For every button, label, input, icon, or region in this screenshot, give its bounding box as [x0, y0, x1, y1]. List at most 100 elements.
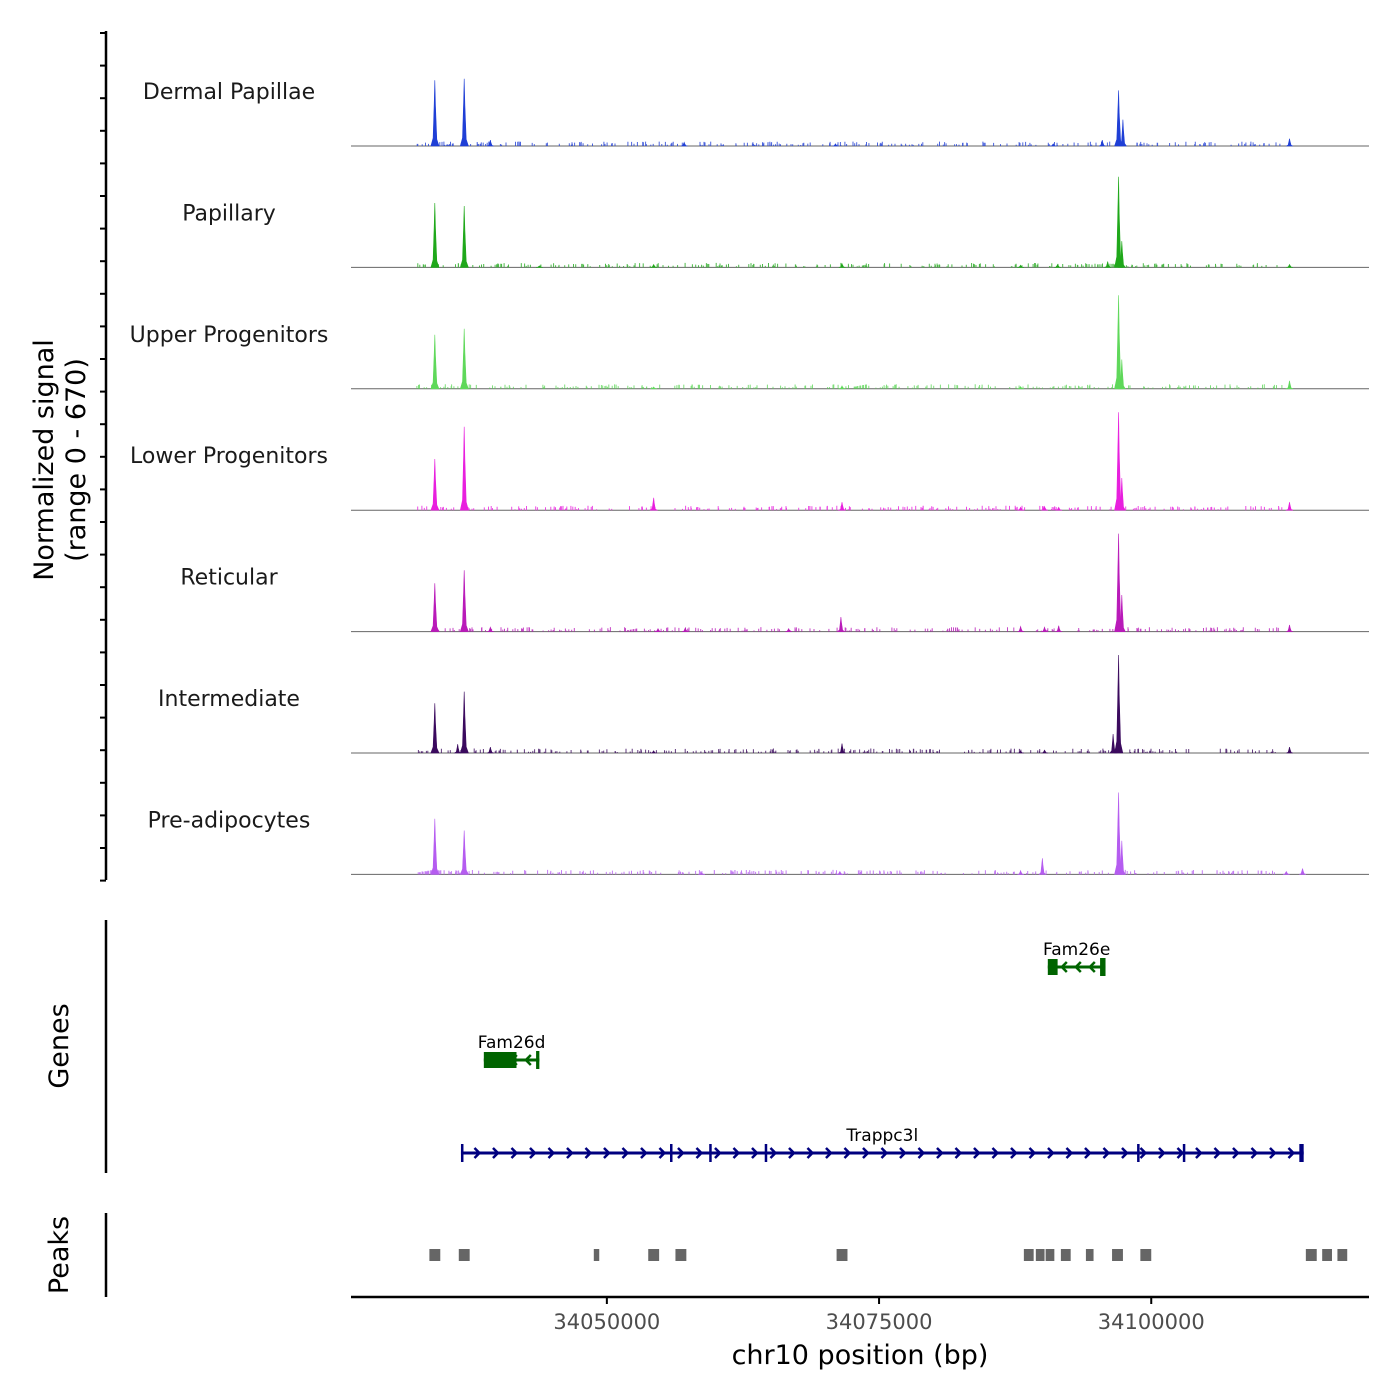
- track-peak: [536, 265, 543, 268]
- track-peak: [1017, 869, 1025, 875]
- track-pre-adipocytes: Pre-adipocytes: [148, 792, 1369, 875]
- track-label: Lower Progenitors: [130, 444, 328, 469]
- peak-region: [1085, 1249, 1094, 1261]
- track-peak: [836, 870, 844, 875]
- track-label: Intermediate: [158, 687, 300, 712]
- track-peak: [1118, 359, 1126, 390]
- track-label: Upper Progenitors: [130, 323, 329, 348]
- track-peak: [1054, 263, 1062, 268]
- track-peak: [487, 626, 494, 632]
- track-peak: [459, 205, 469, 268]
- track-peak: [838, 385, 846, 390]
- track-peak: [1118, 477, 1126, 511]
- track-peak: [1118, 594, 1126, 632]
- track-peak: [832, 143, 839, 147]
- track-peak: [681, 627, 689, 632]
- track-peak: [486, 747, 494, 754]
- gene-strand-arrow: [584, 1147, 593, 1159]
- gene-strand-arrow: [695, 1147, 704, 1159]
- gene-strand-arrow: [954, 1147, 963, 1159]
- peaks-panel-label: Peaks: [44, 1216, 75, 1294]
- coverage-tracks: Dermal Papillae Papillary Upper Progenitor…: [130, 78, 1369, 875]
- track-peak: [1114, 654, 1124, 754]
- track-peak: [1049, 143, 1057, 147]
- peak-region: [1035, 1249, 1045, 1261]
- gene-label: Trappc3l: [845, 1126, 918, 1146]
- track-peak: [459, 570, 469, 632]
- gene-exon: [670, 1144, 673, 1162]
- gene-strand-arrow: [566, 1147, 574, 1159]
- peak-region: [458, 1249, 470, 1261]
- track-peak: [1285, 502, 1294, 511]
- track-peak: [650, 386, 658, 390]
- track-peak: [1118, 840, 1126, 875]
- x-tick-label: 34100000: [1098, 1310, 1205, 1334]
- track-peak: [1286, 138, 1294, 147]
- track-peak: [1041, 626, 1049, 632]
- genes-panel-label: Genes: [44, 1003, 75, 1088]
- track-peak: [836, 616, 846, 632]
- gene-strand-arrow: [1158, 1147, 1166, 1159]
- track-peak: [1285, 380, 1294, 390]
- track-noise: [417, 262, 1278, 268]
- track-dermal-papillae: Dermal Papillae: [143, 78, 1369, 147]
- gene-strand-arrow: [621, 1147, 630, 1159]
- track-peak: [430, 583, 440, 632]
- gene-strand-arrow: [1028, 1147, 1037, 1159]
- track-peak: [1055, 506, 1063, 511]
- gene-strand-arrow: [843, 1147, 852, 1159]
- gene-strand-arrow: [788, 1147, 796, 1159]
- track-upper-progenitors: Upper Progenitors: [130, 295, 1369, 390]
- track-noise: [416, 141, 1281, 146]
- gene-fam26e: Fam26e: [1043, 940, 1110, 976]
- track-peak: [654, 628, 662, 632]
- track-peak: [430, 703, 440, 754]
- track-peak: [1041, 505, 1049, 511]
- gene-strand-arrow: [1060, 961, 1068, 973]
- track-peak: [430, 202, 440, 268]
- track-peak: [650, 263, 658, 268]
- gene-strand-arrow: [492, 1147, 500, 1159]
- gene-strand-arrow: [1088, 961, 1096, 973]
- track-label: Pre-adipocytes: [148, 808, 311, 833]
- gene-label: Fam26e: [1043, 940, 1110, 960]
- track-peak: [459, 328, 469, 390]
- track-peak: [430, 334, 440, 390]
- gene-strand-arrow: [825, 1147, 833, 1159]
- track-peak: [837, 502, 846, 511]
- gene-strand-arrow: [1010, 1147, 1018, 1159]
- gene-fam26d: Fam26d: [478, 1033, 545, 1069]
- peak-region: [1023, 1249, 1034, 1261]
- peak-region: [1112, 1249, 1123, 1261]
- track-peak: [1017, 750, 1025, 754]
- gene-exon: [1047, 959, 1058, 975]
- gene-exon: [709, 1144, 712, 1162]
- peak-region: [648, 1249, 660, 1261]
- gene-strand-arrow: [1084, 1147, 1092, 1159]
- track-peak: [650, 750, 658, 754]
- track-peak: [459, 78, 469, 147]
- track-label: Dermal Papillae: [143, 80, 315, 105]
- track-peak: [1286, 747, 1293, 754]
- track-noise: [416, 384, 1283, 389]
- gene-strand-arrow: [862, 1147, 870, 1159]
- gene-strand-arrow: [732, 1147, 741, 1159]
- track-peak: [1104, 261, 1112, 268]
- track-peak: [453, 744, 462, 754]
- gene-exon: [1299, 1144, 1304, 1162]
- x-axis-title: chr10 position (bp): [732, 1340, 989, 1371]
- gene-strand-arrow: [1232, 1147, 1240, 1159]
- peak-region: [593, 1249, 600, 1261]
- y-axis-left-line: [100, 31, 108, 882]
- gene-strand-arrow: [677, 1147, 685, 1159]
- x-tick-label: 34075000: [826, 1310, 933, 1334]
- track-noise: [417, 748, 1276, 753]
- track-papillary: Papillary: [182, 176, 1369, 268]
- peak-region: [1322, 1249, 1332, 1261]
- gene-exon: [1137, 1144, 1140, 1162]
- gene-strand-arrow: [1213, 1147, 1222, 1159]
- track-reticular: Reticular: [180, 533, 1369, 633]
- track-peak: [1041, 749, 1049, 754]
- gene-strand-arrow: [640, 1147, 648, 1159]
